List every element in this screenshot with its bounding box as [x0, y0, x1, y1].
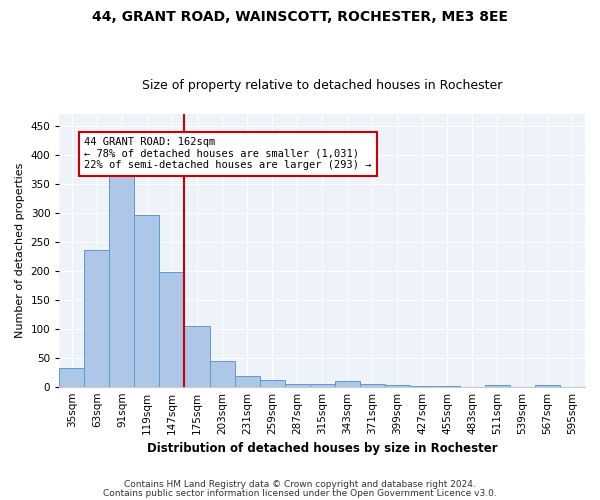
Bar [235, 376, 260, 386]
Bar [360, 384, 385, 386]
Text: 44 GRANT ROAD: 162sqm
← 78% of detached houses are smaller (1,031)
22% of semi-d: 44 GRANT ROAD: 162sqm ← 78% of detached … [85, 137, 372, 170]
Bar [335, 381, 360, 386]
Bar [184, 326, 209, 386]
Bar [85, 250, 109, 386]
Bar [284, 384, 310, 386]
Y-axis label: Number of detached properties: Number of detached properties [15, 162, 25, 338]
Bar [485, 385, 510, 386]
Title: Size of property relative to detached houses in Rochester: Size of property relative to detached ho… [142, 79, 502, 92]
Text: 44, GRANT ROAD, WAINSCOTT, ROCHESTER, ME3 8EE: 44, GRANT ROAD, WAINSCOTT, ROCHESTER, ME… [92, 10, 508, 24]
Bar [535, 385, 560, 386]
Bar [160, 272, 184, 386]
Bar [109, 173, 134, 386]
Text: Contains HM Land Registry data © Crown copyright and database right 2024.: Contains HM Land Registry data © Crown c… [124, 480, 476, 489]
X-axis label: Distribution of detached houses by size in Rochester: Distribution of detached houses by size … [147, 442, 497, 455]
Bar [209, 360, 235, 386]
Bar [59, 368, 85, 386]
Bar [385, 385, 410, 386]
Bar [134, 215, 160, 386]
Bar [260, 380, 284, 386]
Text: Contains public sector information licensed under the Open Government Licence v3: Contains public sector information licen… [103, 489, 497, 498]
Bar [310, 384, 335, 386]
